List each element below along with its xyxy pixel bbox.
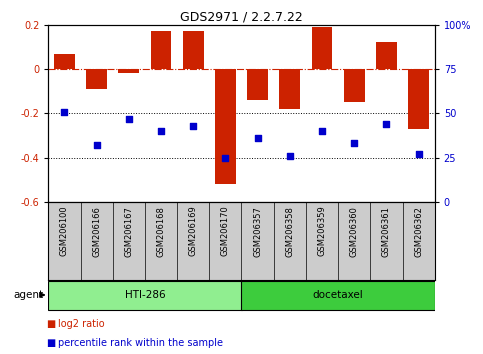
Bar: [54, 53, 75, 69]
Text: GSM206170: GSM206170: [221, 206, 230, 256]
Title: GDS2971 / 2.2.7.22: GDS2971 / 2.2.7.22: [180, 11, 303, 24]
Point: [93, 142, 100, 148]
Text: percentile rank within the sample: percentile rank within the sample: [58, 338, 223, 348]
Bar: [118, 69, 139, 74]
Text: GSM206168: GSM206168: [156, 206, 166, 257]
Point: [157, 128, 165, 134]
Text: GSM206358: GSM206358: [285, 206, 294, 257]
Point: [60, 109, 68, 114]
Text: GSM206169: GSM206169: [189, 206, 198, 256]
Text: GSM206357: GSM206357: [253, 206, 262, 257]
Point: [415, 151, 423, 157]
Bar: [312, 27, 332, 69]
Bar: [151, 32, 171, 69]
Bar: [408, 69, 429, 129]
Text: ■: ■: [46, 338, 56, 348]
Point: [350, 141, 358, 146]
Point: [125, 116, 133, 121]
Point: [189, 123, 197, 129]
Bar: [86, 69, 107, 89]
Text: ■: ■: [46, 319, 56, 329]
Text: GSM206359: GSM206359: [317, 206, 327, 256]
Bar: [48, 281, 242, 310]
Text: GSM206361: GSM206361: [382, 206, 391, 257]
Bar: [344, 69, 365, 102]
Bar: [215, 69, 236, 184]
Point: [383, 121, 390, 127]
Text: HTI-286: HTI-286: [125, 290, 165, 300]
Text: agent: agent: [14, 290, 43, 300]
Text: docetaxel: docetaxel: [313, 290, 364, 300]
Text: GSM206360: GSM206360: [350, 206, 359, 257]
Text: GSM206166: GSM206166: [92, 206, 101, 257]
Text: GSM206362: GSM206362: [414, 206, 423, 257]
Point: [318, 128, 326, 134]
Text: GSM206100: GSM206100: [60, 206, 69, 256]
Text: GSM206167: GSM206167: [124, 206, 133, 257]
Text: log2 ratio: log2 ratio: [58, 319, 105, 329]
Bar: [376, 42, 397, 69]
Point: [254, 135, 261, 141]
Bar: [247, 69, 268, 100]
Bar: [279, 69, 300, 109]
Bar: [183, 32, 204, 69]
Point: [222, 155, 229, 160]
Point: [286, 153, 294, 159]
Bar: [242, 281, 435, 310]
